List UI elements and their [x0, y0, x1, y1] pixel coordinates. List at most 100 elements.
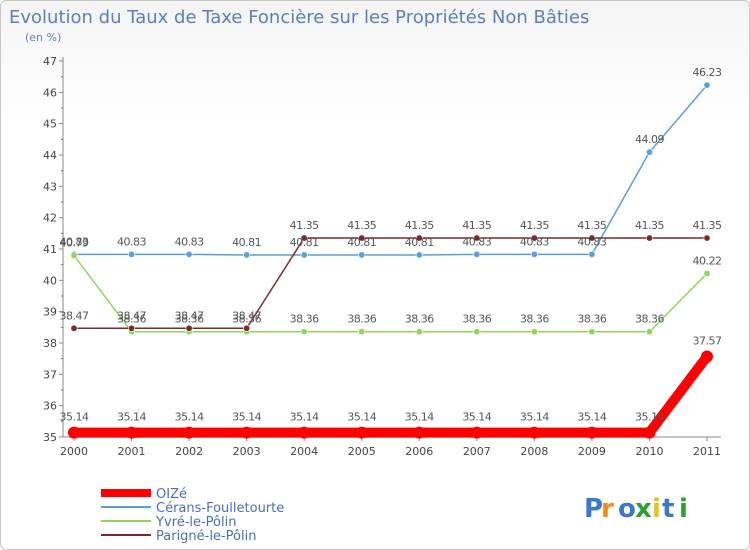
data-point: [415, 234, 423, 242]
x-tick-label: 2011: [693, 445, 721, 458]
x-tick-label: 2003: [233, 445, 261, 458]
x-tick-label: 2009: [578, 445, 606, 458]
logo-letter: r: [601, 494, 614, 524]
data-label: 38.47: [175, 309, 204, 322]
data-label: 35.14: [405, 411, 434, 424]
series-line: [74, 84, 708, 256]
y-tick-label: 38: [43, 337, 57, 350]
series-line: [74, 353, 711, 438]
data-label: 40.81: [347, 236, 376, 249]
data-label: 40.22: [693, 254, 722, 267]
data-label: 35.14: [290, 411, 319, 424]
data-label: 35.14: [347, 411, 376, 424]
data-point: [415, 251, 423, 259]
data-point: [528, 426, 541, 439]
data-label: 41.35: [577, 219, 606, 232]
x-tick-label: 2008: [520, 445, 548, 458]
y-tick-label: 35: [43, 431, 57, 444]
data-label: 41.35: [405, 219, 434, 232]
data-label: 41.35: [520, 219, 549, 232]
data-point: [243, 251, 251, 259]
data-point: [413, 426, 426, 439]
series-layer: [68, 81, 713, 439]
data-label: 38.47: [60, 309, 89, 322]
data-label: 44.09: [635, 133, 664, 146]
data-label: 40.81: [290, 236, 319, 249]
data-label: 40.83: [117, 235, 146, 248]
data-label: 40.79: [60, 237, 89, 250]
y-tick-label: 45: [43, 118, 57, 131]
legend-label: Yvré-le-Pôlin: [155, 515, 236, 530]
data-label: 38.36: [347, 313, 376, 326]
data-label: 40.81: [232, 236, 261, 249]
data-label: 38.36: [175, 313, 204, 326]
legend: OIZéCérans-FoulletourteYvré-le-PôlinPari…: [101, 487, 284, 544]
data-point: [645, 234, 653, 242]
data-point: [185, 324, 193, 332]
x-tick-label: 2004: [290, 445, 318, 458]
data-point: [300, 328, 308, 336]
logo-letter: x: [635, 494, 652, 524]
data-point: [358, 328, 366, 336]
data-point: [185, 250, 193, 258]
data-label: 38.47: [232, 309, 261, 322]
data-point: [530, 234, 538, 242]
data-point: [298, 426, 311, 439]
y-tick-label: 39: [43, 306, 57, 319]
x-tick-label: 2005: [348, 445, 376, 458]
data-point: [183, 426, 196, 439]
data-label: 35.14: [175, 411, 204, 424]
data-label: 38.36: [117, 313, 146, 326]
data-label: 41.35: [635, 219, 664, 232]
data-point: [588, 234, 596, 242]
legend-label: Cérans-Foulletourte: [156, 501, 284, 516]
data-point: [585, 426, 598, 439]
data-label: 38.47: [117, 309, 146, 322]
data-label: 35.14: [635, 411, 664, 424]
y-tick-label: 40: [43, 274, 57, 287]
x-tick-label: 2006: [405, 445, 433, 458]
data-label: 37.57: [693, 334, 722, 347]
data-point: [128, 250, 136, 258]
data-point: [300, 251, 308, 259]
logo-letter: t: [662, 494, 674, 524]
chart-subtitle: (en %): [25, 31, 61, 44]
data-point: [701, 350, 713, 363]
x-tick-label: 2002: [175, 445, 203, 458]
data-point: [68, 426, 80, 439]
proxiti-logo: Pr o x i t i: [584, 494, 688, 524]
data-label: 40.83: [60, 235, 89, 248]
data-point: [355, 426, 368, 439]
data-label: 41.35: [290, 219, 319, 232]
series-line: [73, 255, 708, 333]
logo-letter: o: [618, 494, 636, 524]
data-point: [243, 324, 251, 332]
data-point: [125, 426, 138, 439]
data-label: 35.14: [462, 411, 491, 424]
data-point: [703, 81, 711, 89]
axes: 35 36 37 38 39 40 41 42 43 44 45 46 47 2000 2001 2002 20…: [43, 55, 721, 458]
data-label: 38.36: [232, 313, 261, 326]
data-label: 35.14: [520, 411, 549, 424]
x-tick-label: 2007: [463, 445, 491, 458]
logo-letter: i: [679, 494, 688, 524]
data-label: 40.83: [520, 235, 549, 248]
data-label: 35.14: [60, 411, 89, 424]
data-point: [415, 328, 423, 336]
y-tick-label: 36: [43, 400, 57, 413]
legend-label: OIZé: [156, 487, 187, 502]
y-tick-label: 47: [43, 55, 57, 68]
data-label: 38.36: [405, 313, 434, 326]
y-tick-label: 37: [43, 368, 57, 381]
legend-label: Parigné-le-Pôlin: [156, 529, 256, 544]
series-line: [74, 237, 707, 330]
data-point: [473, 234, 481, 242]
data-point: [645, 328, 653, 336]
data-point: [473, 328, 481, 336]
y-tick-label: 42: [43, 212, 57, 225]
data-label: 35.14: [232, 411, 261, 424]
data-point: [703, 234, 711, 242]
data-point: [473, 250, 481, 258]
